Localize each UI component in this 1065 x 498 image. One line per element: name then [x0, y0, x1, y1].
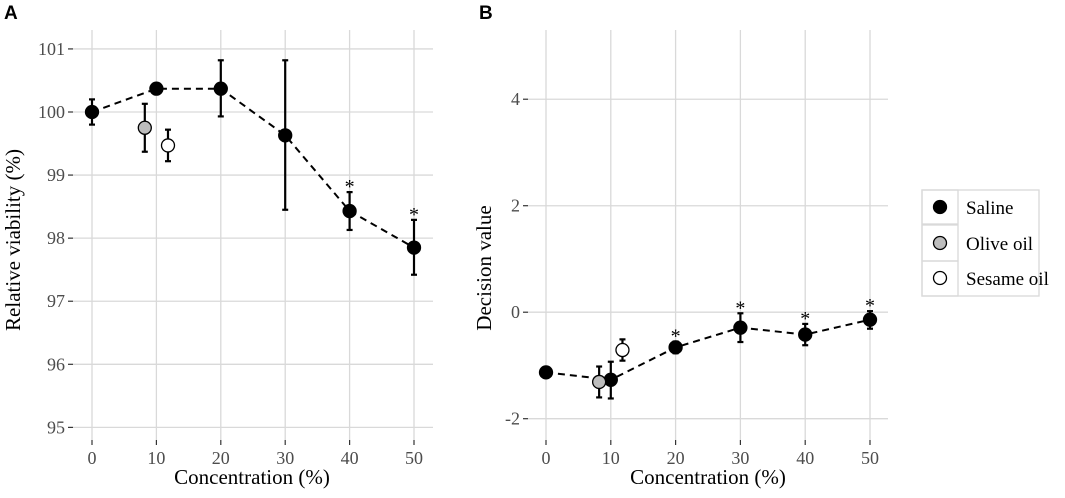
x-tick-label: 0: [542, 448, 551, 468]
x-tick-label: 50: [861, 448, 879, 468]
legend-key-box-saline: [921, 189, 959, 225]
data-point-sesame-oil: [615, 342, 630, 358]
significance-star: *: [671, 325, 681, 347]
legend-label-sesame-oil: Sesame oil: [966, 269, 1049, 290]
data-point-saline: [213, 81, 228, 96]
x-tick-label: 40: [341, 448, 359, 468]
y-tick-label: 100: [38, 102, 65, 122]
panel-letter: B: [479, 3, 493, 24]
data-point-saline: [149, 81, 164, 96]
significance-star: *: [409, 204, 419, 226]
legend-label-saline: Saline: [966, 198, 1014, 219]
y-tick-label: 98: [47, 228, 65, 248]
data-point-saline: [406, 240, 422, 255]
y-tick-label: 99: [47, 165, 65, 185]
x-tick-label: 10: [147, 448, 165, 468]
panel-b: B 0 10 20 30 40 50 -2 0 2 4 Concentration (%) Decisi…: [472, 3, 888, 489]
y-tick-label: 96: [47, 354, 65, 374]
data-point-sesame-oil: [160, 138, 176, 153]
data-point-saline: [278, 128, 293, 143]
y-tick-label: 95: [47, 417, 65, 437]
y-tick-label: 101: [38, 39, 65, 59]
y-axis-title: Relative viability (%): [1, 149, 25, 331]
data-point-olive-oil: [591, 374, 607, 390]
y-tick-label: 4: [511, 89, 520, 109]
panel-a: A 0 10 20 30 40 50 95 96 97 98 99 100 101 Concentratio…: [1, 3, 433, 489]
legend-key-box-sesame: [921, 260, 959, 297]
x-tick-label: 40: [796, 448, 814, 468]
y-tick-label: 2: [511, 196, 520, 216]
data-point-saline: [342, 203, 357, 219]
data-point-saline: [538, 365, 554, 380]
y-axis-title: Decision value: [472, 205, 496, 330]
x-tick-label: 50: [405, 448, 423, 468]
x-axis-title: Concentration (%): [630, 465, 786, 489]
legend-marker-saline: [932, 199, 948, 215]
data-point-saline: [603, 372, 618, 387]
data-point-saline: [862, 312, 878, 327]
data-point-saline: [733, 320, 748, 335]
x-tick-label: 10: [602, 448, 620, 468]
legend-marker-sesame-oil: [932, 270, 948, 286]
data-point-saline: [798, 327, 813, 342]
x-tick-label: 30: [276, 448, 294, 468]
x-tick-label: 0: [88, 448, 97, 468]
legend-label-olive-oil: Olive oil: [966, 234, 1033, 255]
significance-star: *: [865, 295, 875, 317]
significance-star: *: [735, 297, 745, 319]
x-tick-label: 30: [731, 448, 749, 468]
data-point-saline: [84, 104, 100, 120]
series-line-saline: [91, 87, 415, 249]
significance-star: *: [800, 308, 810, 330]
x-tick-label: 20: [212, 448, 230, 468]
data-point-olive-oil: [137, 120, 152, 135]
significance-star: *: [345, 176, 355, 198]
legend: Saline Olive oil Sesame oil: [921, 189, 1049, 297]
y-tick-label: 97: [47, 291, 65, 311]
series-line-saline: [545, 318, 871, 381]
y-tick-label: 0: [511, 302, 520, 322]
y-tick-label: -2: [505, 409, 520, 429]
x-tick-label: 20: [667, 448, 685, 468]
x-axis-title: Concentration (%): [174, 465, 330, 489]
data-point-saline: [668, 340, 683, 355]
legend-marker-olive-oil: [932, 235, 948, 251]
panel-letter: A: [4, 3, 18, 24]
